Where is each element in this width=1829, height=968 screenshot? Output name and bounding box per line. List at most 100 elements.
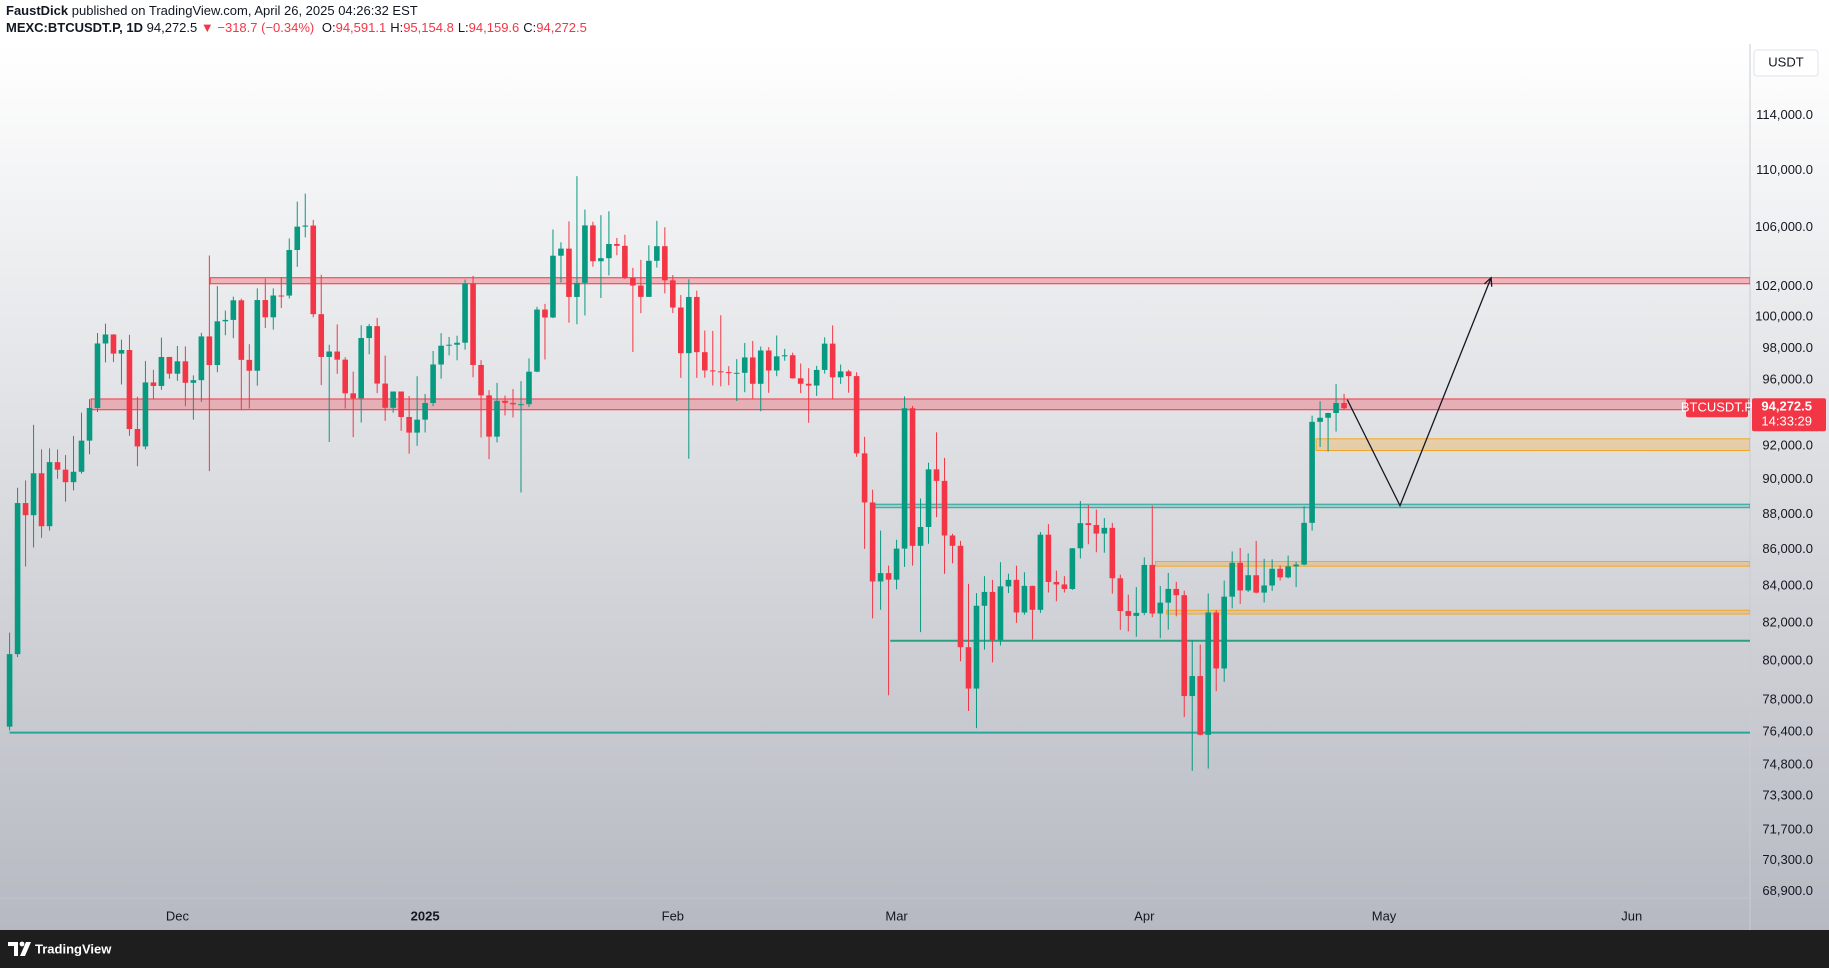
candle-body (454, 342, 460, 345)
ohlc-label: O: (322, 20, 336, 35)
candle-body (214, 321, 221, 366)
candle-body (1093, 525, 1100, 534)
y-tick-label: 96,000.0 (1762, 372, 1813, 387)
candle-body (262, 300, 269, 318)
candle-body (1221, 596, 1228, 669)
candle-body (590, 225, 596, 262)
candle-body (781, 355, 788, 357)
candle-body (1149, 564, 1156, 614)
candle-body (1077, 523, 1084, 549)
candle-body (30, 473, 37, 516)
header-bg (0, 0, 1829, 44)
candle-body (1309, 421, 1315, 523)
candle-body (542, 309, 548, 318)
candle-body (1045, 534, 1052, 582)
candle-body (46, 462, 53, 527)
y-tick-label: 84,000.0 (1762, 577, 1813, 592)
projection-path (1346, 277, 1492, 508)
logo[interactable]: TradingView (35, 941, 112, 956)
candle-body (182, 361, 189, 383)
candle-body (86, 407, 93, 441)
candle-body (294, 226, 301, 251)
y-tick-label: 102,000.0 (1755, 278, 1813, 293)
candle-body (398, 391, 404, 417)
candle-body (254, 300, 261, 371)
currency[interactable]: USDT (1768, 54, 1803, 69)
y-tick-label: 78,000.0 (1762, 692, 1813, 707)
candle-body (6, 654, 13, 727)
y-tick-label: 71,700.0 (1762, 822, 1813, 837)
candle-body (342, 359, 349, 394)
candle-body (1053, 581, 1060, 585)
price-tag-name: BTCUSDT.P (1681, 400, 1753, 415)
candle-body (550, 255, 556, 318)
candle-body (1165, 588, 1172, 603)
candle-body (733, 372, 740, 374)
candle-body (1197, 676, 1204, 735)
candle-body (654, 246, 660, 261)
candle-body (110, 334, 117, 354)
candle-body (238, 300, 245, 360)
ohlc-value: 94,272.5 (536, 20, 587, 35)
candle-body (1005, 579, 1012, 587)
candle-body (534, 309, 540, 372)
candle-body (558, 248, 564, 256)
candle-body (709, 370, 716, 372)
candle-body (1037, 534, 1044, 610)
candle-body (686, 296, 692, 354)
change: −318.7 (−0.34%) (217, 20, 314, 35)
change-arrow: ▼ (201, 20, 214, 35)
candle-body (989, 591, 996, 640)
candle-body (1229, 562, 1235, 597)
candle-body (965, 647, 972, 689)
header-line: FaustDick published on TradingView.com, … (6, 3, 418, 18)
zone (209, 277, 1750, 285)
candle-body (973, 605, 980, 689)
candle-body (1333, 403, 1339, 414)
y-tick-label: 98,000.0 (1762, 340, 1813, 355)
candle-body (1117, 578, 1124, 612)
price-tag-name-bg (1686, 399, 1748, 418)
y-tick-label: 92,000.0 (1762, 437, 1813, 452)
candle-body (150, 382, 157, 386)
candle-body (286, 250, 293, 296)
candle-body (1061, 584, 1068, 589)
candle-body (190, 380, 197, 383)
candle-body (246, 359, 253, 371)
candle-body (1141, 564, 1148, 613)
candle-body (813, 369, 820, 386)
candle-body (486, 395, 492, 437)
candle-body (446, 344, 452, 346)
candle-body (694, 296, 700, 353)
candle-body (326, 351, 333, 357)
candle-body (94, 343, 101, 408)
currency-box[interactable] (1753, 49, 1819, 77)
candle-body (765, 350, 772, 371)
candle-body (1213, 612, 1220, 669)
candle-body (334, 351, 341, 360)
candle-body (701, 352, 708, 371)
candle-body (606, 244, 612, 259)
candle-body (725, 372, 732, 374)
candle-body (358, 338, 364, 399)
candle-body (582, 225, 588, 283)
candle-body (622, 245, 628, 278)
ohlc-value: 94,159.6 (469, 20, 520, 35)
y-tick-label: 88,000.0 (1762, 506, 1813, 521)
x-tick-label: Jun (1621, 908, 1642, 923)
candle-body (270, 295, 277, 318)
ohlc-value: 95,154.8 (403, 20, 454, 35)
y-tick-label: 86,000.0 (1762, 541, 1813, 556)
x-tick-label: Mar (885, 908, 908, 923)
candle-body (933, 469, 940, 481)
candle-body (494, 400, 500, 437)
candle-body (134, 428, 141, 447)
candle-body (422, 403, 428, 420)
candle-body (350, 393, 356, 399)
candle-body (901, 408, 908, 549)
candle-body (646, 260, 652, 297)
candle-body (949, 535, 956, 546)
y-tick-label: 110,000.0 (1756, 162, 1813, 177)
candle-body (206, 336, 213, 366)
